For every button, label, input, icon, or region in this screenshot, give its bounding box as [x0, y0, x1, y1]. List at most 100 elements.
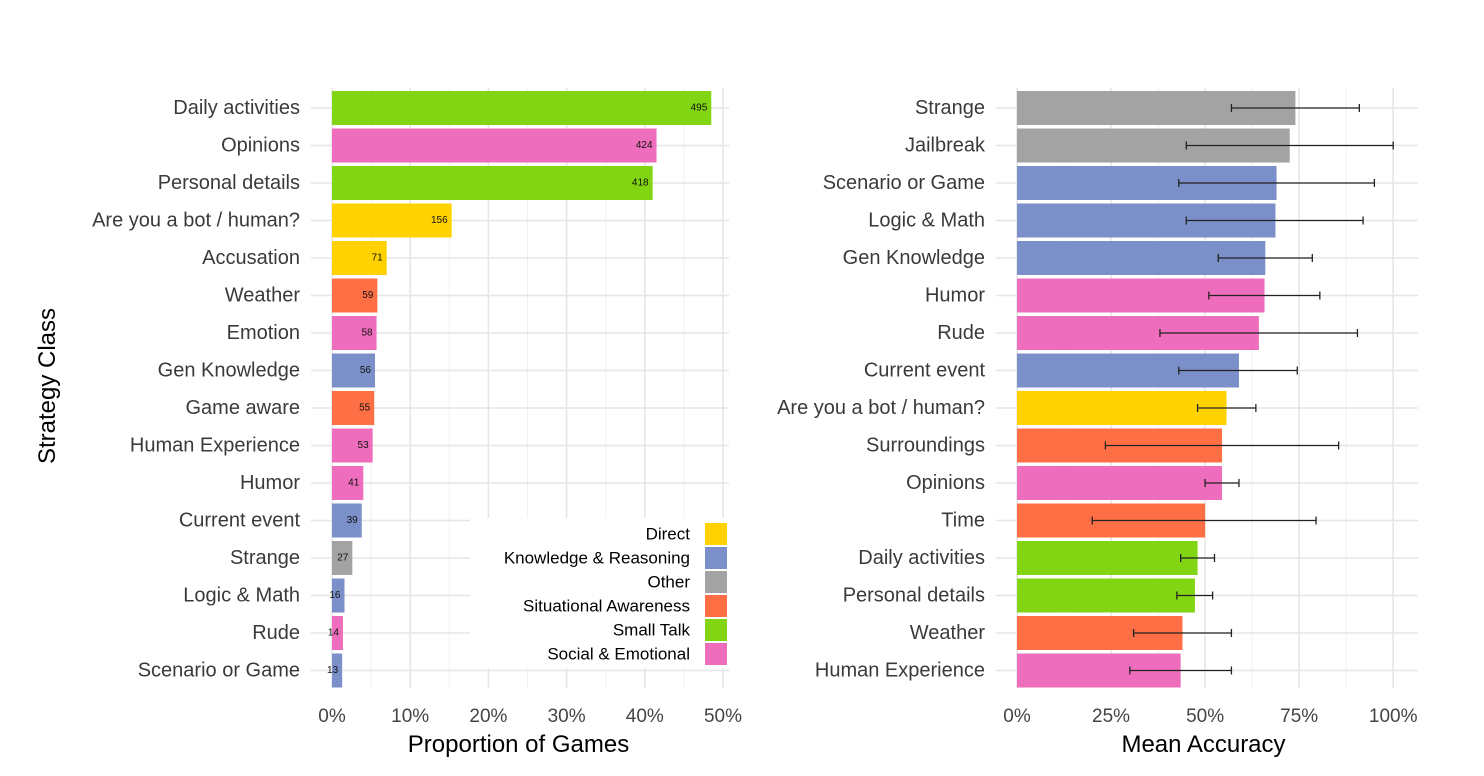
category-label: Rude — [937, 322, 985, 344]
count-label: 58 — [361, 328, 373, 339]
category-label: Accusation — [202, 247, 300, 269]
bar — [332, 391, 375, 425]
count-label: 424 — [636, 140, 653, 151]
bar — [332, 241, 387, 275]
error-bar — [1208, 291, 1321, 300]
error-bar — [1104, 441, 1340, 450]
legend-background — [470, 518, 732, 668]
count-label: 41 — [348, 478, 360, 489]
x-tick-label: 0% — [1003, 706, 1031, 727]
category-label: Emotion — [227, 322, 300, 344]
error-bar — [1132, 629, 1233, 637]
bar — [332, 91, 712, 125]
x-tick-label: 0% — [318, 706, 346, 727]
error-bar — [1185, 141, 1394, 150]
count-label: 53 — [358, 440, 370, 451]
error-bar — [1179, 554, 1216, 562]
bar — [332, 203, 452, 238]
legend-label: Knowledge & Reasoning — [504, 549, 690, 568]
category-label: Human Experience — [130, 435, 300, 457]
x-tick-label: 30% — [548, 706, 586, 727]
bar — [1017, 466, 1223, 500]
legend-label: Other — [647, 573, 690, 592]
legend-swatch — [705, 595, 727, 617]
legend-swatch — [705, 619, 727, 641]
count-label: 39 — [347, 515, 359, 526]
x-axis-title: Proportion of Games — [408, 731, 629, 758]
category-label: Game aware — [186, 397, 301, 419]
legend-item: Social & Emotional — [547, 643, 727, 665]
error-bar — [1196, 404, 1257, 412]
category-label: Rude — [252, 622, 300, 644]
count-label: 56 — [360, 365, 372, 376]
category-label: Scenario or Game — [823, 172, 985, 194]
legend-label: Small Talk — [613, 621, 691, 640]
x-tick-label: 40% — [626, 706, 664, 727]
x-tick-label: 20% — [469, 706, 507, 727]
legend-swatch — [705, 547, 727, 569]
category-label: Scenario or Game — [138, 660, 300, 682]
bar — [1017, 541, 1198, 575]
category-label: Opinions — [221, 135, 300, 157]
legend-swatch — [705, 523, 727, 545]
category-label: Daily activities — [173, 97, 300, 119]
x-tick-label: 10% — [391, 706, 429, 727]
count-label: 14 — [328, 628, 340, 639]
legend-swatch — [705, 571, 727, 593]
category-label: Personal details — [843, 585, 985, 607]
category-label: Time — [941, 510, 985, 532]
x-tick-label: 50% — [704, 706, 742, 727]
y-axis-title: Strategy Class — [34, 308, 61, 464]
legend-item: Direct — [646, 523, 727, 545]
bar — [332, 541, 353, 575]
count-label: 418 — [632, 178, 649, 189]
bar — [332, 428, 373, 463]
category-label: Gen Knowledge — [843, 247, 985, 269]
category-label: Opinions — [906, 472, 985, 494]
count-label: 59 — [362, 290, 374, 301]
legend-item: Small Talk — [613, 619, 727, 641]
category-label: Weather — [910, 622, 986, 644]
category-label: Jailbreak — [905, 135, 986, 157]
count-label: 16 — [329, 590, 341, 601]
category-label: Logic & Math — [868, 210, 985, 232]
bar — [332, 316, 377, 350]
legend-label: Direct — [646, 525, 691, 544]
legend-item: Situational Awareness — [523, 595, 727, 617]
category-label: Are you a bot / human? — [92, 210, 300, 232]
bar — [332, 616, 343, 650]
category-label: Surroundings — [866, 435, 985, 457]
legend: Direct Knowledge & Reasoning Other Situatio… — [470, 518, 732, 668]
error-bar — [1159, 329, 1359, 337]
error-bar — [1091, 516, 1317, 525]
category-label: Daily activities — [858, 547, 985, 569]
error-bar — [1178, 366, 1298, 375]
count-label: 495 — [691, 103, 708, 114]
bar — [332, 128, 657, 163]
count-label: 156 — [431, 215, 448, 226]
category-label: Current event — [864, 360, 986, 382]
bar — [332, 578, 345, 613]
legend-swatch — [705, 643, 727, 665]
error-bar — [1217, 254, 1313, 262]
category-label: Logic & Math — [183, 585, 300, 607]
bar — [1017, 578, 1195, 613]
accuracy-panel: Strange Jailbreak Scenario or Game Logic & … — [777, 88, 1418, 758]
legend-label: Situational Awareness — [523, 597, 690, 616]
bar — [332, 166, 653, 200]
x-tick-label: 50% — [1186, 706, 1224, 727]
error-bar — [1129, 666, 1233, 675]
category-label: Are you a bot / human? — [777, 397, 985, 419]
count-label: 55 — [359, 403, 371, 414]
x-tick-label: 75% — [1280, 706, 1318, 727]
category-label: Personal details — [158, 172, 300, 194]
bar — [332, 278, 378, 313]
x-axis-title: Mean Accuracy — [1121, 731, 1285, 758]
legend-item: Other — [647, 571, 727, 593]
category-label: Strange — [230, 547, 300, 569]
category-label: Humor — [240, 472, 300, 494]
x-tick-label: 100% — [1369, 706, 1418, 727]
count-label: 27 — [337, 553, 349, 564]
error-bar — [1176, 591, 1214, 600]
